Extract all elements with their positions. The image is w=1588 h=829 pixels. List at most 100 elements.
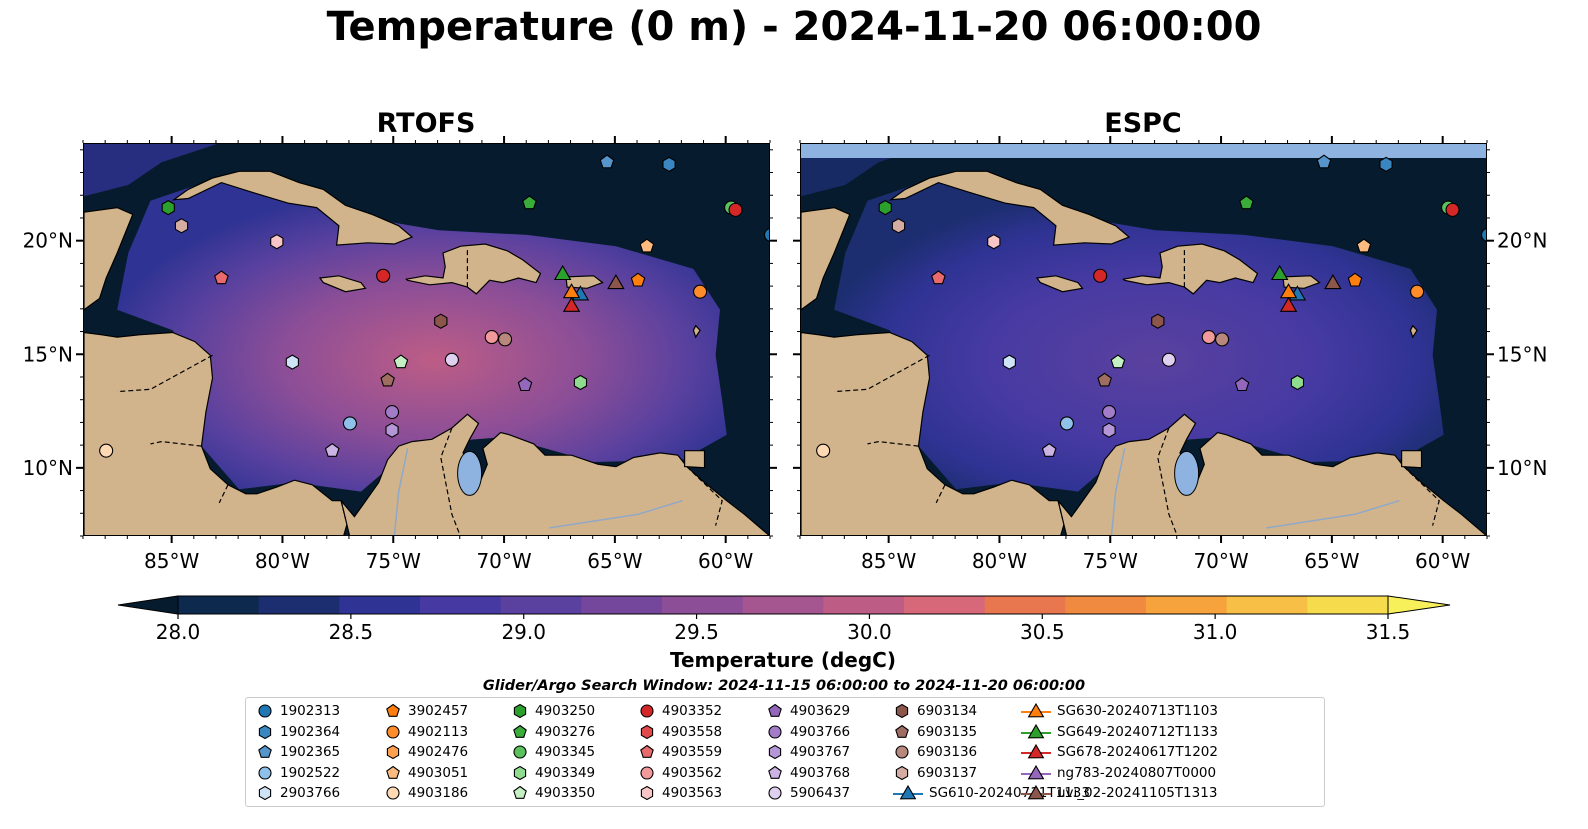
legend-entry-label: 4903563: [662, 785, 723, 802]
map-canvas-rtofs: [84, 144, 769, 535]
colorbar-tick-label: 29.0: [501, 620, 546, 642]
triangle-line-marker-icon: [1021, 785, 1051, 800]
colorbar-segment: [1065, 596, 1147, 614]
legend-entry-label: 6903137: [917, 764, 978, 781]
colorbar-over-extension: [1387, 595, 1451, 615]
colorbar-segment: [984, 596, 1066, 614]
legend-entry: 6903135: [893, 722, 977, 742]
marker-4903629: [517, 377, 533, 392]
triangle-line-icon: [899, 785, 917, 800]
lat-tick-label: 15°N: [23, 342, 73, 366]
legend-entry-label: 4902113: [408, 723, 469, 740]
circle-marker-icon: [386, 786, 400, 800]
colorbar-segment: [823, 596, 905, 614]
colorbar-segment: [742, 596, 824, 614]
marker-SG678-20240617T1202: [562, 296, 581, 312]
legend-entry: 5906437: [766, 783, 850, 803]
legend-entry: 4903563: [638, 783, 722, 803]
circle-marker-icon: [895, 745, 909, 759]
pentagon-marker-icon: [513, 724, 527, 738]
marker-6903137: [891, 218, 906, 234]
lon-tick-label: 75°W: [366, 549, 421, 573]
legend-entry: uvi_02-20241105T1313: [1021, 783, 1217, 803]
triangle-line-marker-icon: [1021, 702, 1051, 718]
legend-entry-label: 4903562: [662, 764, 723, 781]
hexagon-marker-icon: [513, 703, 527, 719]
colorbar-segment: [1307, 596, 1389, 614]
marker-4903629: [1234, 377, 1250, 392]
land-jamaica: [318, 275, 367, 293]
marker-6903136: [498, 332, 513, 347]
legend-title: Glider/Argo Search Window: 2024-11-15 06…: [482, 678, 1086, 694]
hexagon-icon: [895, 703, 909, 719]
marker-6903135: [1097, 372, 1112, 387]
hexagon-marker-icon: [258, 724, 272, 739]
colorbar-segment: [1146, 596, 1228, 614]
marker-1902313: [1480, 228, 1486, 242]
circle-marker-icon: [768, 725, 782, 739]
land-lesserAntilles: [1409, 324, 1418, 339]
land-hispaniola: [1122, 243, 1259, 295]
legend-entry: 4903629: [766, 701, 850, 721]
land-trinidad: [683, 450, 706, 469]
colorbar-tick-label: 30.5: [1020, 620, 1065, 642]
marker-3902457: [630, 272, 646, 287]
axis-overlay: 85°W 80°W 75°W 70°W 65°W 60°W 20°N 15°N 10°N 85°W…: [23, 136, 1547, 573]
marker-4903349: [573, 374, 588, 391]
circle-marker-icon: [513, 745, 527, 759]
hexagon-marker-icon: [768, 745, 782, 760]
legend-entry-label: 4903766: [790, 723, 851, 740]
hexagon-icon: [895, 765, 909, 780]
legend-entry: 4903349: [511, 763, 595, 783]
pentagon-icon: [258, 745, 272, 759]
legend-entry-label: 6903135: [917, 723, 978, 740]
pentagon-icon: [768, 703, 782, 717]
marker-4903563: [987, 234, 1001, 250]
lon-tick-label: 80°W: [972, 549, 1027, 573]
colorbar-segment: [420, 596, 502, 614]
triangle-line-icon: [1027, 785, 1045, 800]
hexagon-icon: [258, 724, 272, 739]
legend-entry-label: 1902313: [280, 703, 341, 719]
legend-entry: 4903186: [384, 783, 468, 803]
circle-marker-icon: [768, 786, 782, 800]
land-jamaica: [1035, 275, 1084, 293]
legend-entry-label: SG610-20240711T1133: [929, 785, 1090, 802]
pentagon-marker-icon: [386, 703, 400, 717]
legend-entry-label: 4903349: [535, 764, 596, 781]
lat-tick-label: 10°N: [1497, 456, 1547, 480]
marker-4902113: [693, 284, 708, 299]
legend-entry-label: uvi_02-20241105T1313: [1057, 785, 1218, 802]
legend-entry-label: 4903558: [662, 723, 723, 740]
circle-icon: [386, 725, 400, 739]
marker-4903051: [1356, 238, 1372, 253]
marker-1902522: [342, 416, 357, 431]
legend-entry: 4903766: [766, 722, 850, 742]
pentagon-icon: [513, 724, 527, 738]
circle-icon: [386, 786, 400, 800]
colorbar-segment: [178, 596, 260, 614]
legend-entry-label: 1902364: [280, 723, 341, 740]
lon-tick-label: 65°W: [1304, 549, 1359, 573]
land-trinidad: [1400, 450, 1423, 469]
legend-entry-label: 1902522: [280, 764, 341, 781]
map-panel-rtofs[interactable]: [83, 143, 770, 536]
legend-entry-label: 3902457: [408, 703, 469, 719]
hexagon-marker-icon: [640, 724, 654, 739]
legend-entry-label: 6903134: [917, 703, 978, 719]
hexagon-icon: [513, 703, 527, 719]
pentagon-marker-icon: [768, 765, 782, 779]
pentagon-icon: [386, 703, 400, 717]
colorbar-segment: [904, 596, 986, 614]
lat-tick-label: 10°N: [23, 456, 73, 480]
map-panel-espc[interactable]: [800, 143, 1487, 536]
pentagon-marker-icon: [895, 724, 909, 738]
legend-entry-label: 1902365: [280, 744, 341, 761]
marker-4903276: [522, 195, 537, 210]
marker-4903559: [931, 270, 946, 285]
legend-entry: SG649-20240712T1133: [1021, 722, 1218, 742]
colorbar-segment: [581, 596, 663, 614]
hexagon-icon: [258, 786, 272, 801]
triangle-line-icon: [1027, 744, 1045, 759]
land-lesserAntilles: [692, 324, 701, 339]
